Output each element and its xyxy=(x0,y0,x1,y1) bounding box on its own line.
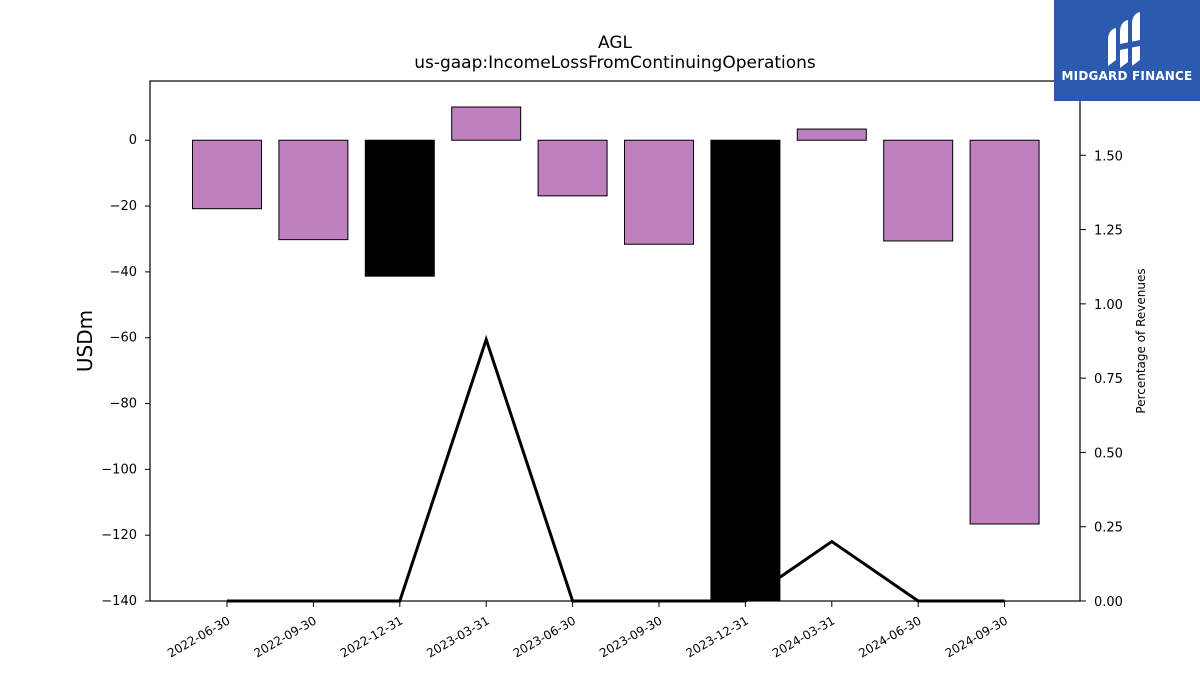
secondary-y-axis: 0.000.250.500.751.001.251.501.75 xyxy=(1080,75,1123,610)
chart-title: AGL xyxy=(598,33,633,53)
x-tick-label: 2023-12-31 xyxy=(683,613,750,660)
x-tick-label: 2024-03-31 xyxy=(770,613,837,660)
bar-2024-06-30 xyxy=(883,139,954,242)
x-tick-label: 2022-12-31 xyxy=(338,613,405,660)
y-tick-label: −120 xyxy=(101,528,137,543)
bar-2023-03-31 xyxy=(451,106,522,141)
y-tick-label: −100 xyxy=(101,462,137,477)
x-tick-label: 2023-09-30 xyxy=(597,613,664,660)
bar-2023-06-30 xyxy=(537,139,608,197)
x-tick-label: 2024-06-30 xyxy=(856,613,923,660)
y-tick-label: −60 xyxy=(110,331,137,346)
bar-2024-09-30 xyxy=(969,139,1040,525)
logo-text: MIDGARD FINANCE xyxy=(1061,69,1193,83)
x-axis: 2022-06-30 2022-09-30 2022-12-31 2023-03-31… xyxy=(165,601,1010,660)
x-tick-label: 2024-09-30 xyxy=(943,613,1010,660)
x-tick-label: 2022-06-30 xyxy=(165,613,232,660)
bar-2022-06-30 xyxy=(192,139,262,210)
y2-tick-label: 1.25 xyxy=(1094,224,1123,239)
bar-2022-12-31 xyxy=(364,139,435,277)
chart-subtitle: us-gaap:IncomeLossFromContinuingOperatio… xyxy=(414,53,816,73)
y-tick-label: −80 xyxy=(110,397,137,412)
brand-logo: MIDGARD FINANCE xyxy=(1054,0,1200,101)
y2-tick-label: 1.00 xyxy=(1094,298,1123,313)
secondary-y-axis-label: Percentage of Revenues xyxy=(1134,268,1148,413)
x-tick-label: 2023-06-30 xyxy=(511,613,578,660)
bar-2023-12-31 xyxy=(710,139,781,602)
bar-2023-09-30 xyxy=(624,139,694,245)
y-tick-label: −140 xyxy=(101,594,137,609)
bars-group xyxy=(192,106,1040,602)
bar-2024-03-31 xyxy=(796,128,867,141)
y2-tick-label: 0.00 xyxy=(1094,595,1123,610)
y-tick-label: 0 xyxy=(129,133,137,148)
secondary-series-line xyxy=(227,334,1005,603)
y2-tick-label: 0.50 xyxy=(1094,446,1123,461)
y-tick-label: −40 xyxy=(110,265,137,280)
y2-tick-label: 0.25 xyxy=(1094,521,1123,536)
y2-tick-label: 1.50 xyxy=(1094,149,1123,164)
logo-mark-icon xyxy=(1108,12,1140,68)
y-axis-label: USDm xyxy=(73,310,97,372)
bar-2022-09-30 xyxy=(278,139,349,241)
secondary-line-group xyxy=(227,334,1005,603)
plot-frame xyxy=(149,80,1081,602)
y-axis: 0 −20 −40 −60 −80 −100 −120 −140 xyxy=(101,133,150,609)
y-tick-label: −20 xyxy=(110,199,137,214)
y2-tick-label: 0.75 xyxy=(1094,372,1123,387)
x-tick-label: 2023-03-31 xyxy=(424,613,491,660)
x-tick-label: 2022-09-30 xyxy=(251,613,318,660)
